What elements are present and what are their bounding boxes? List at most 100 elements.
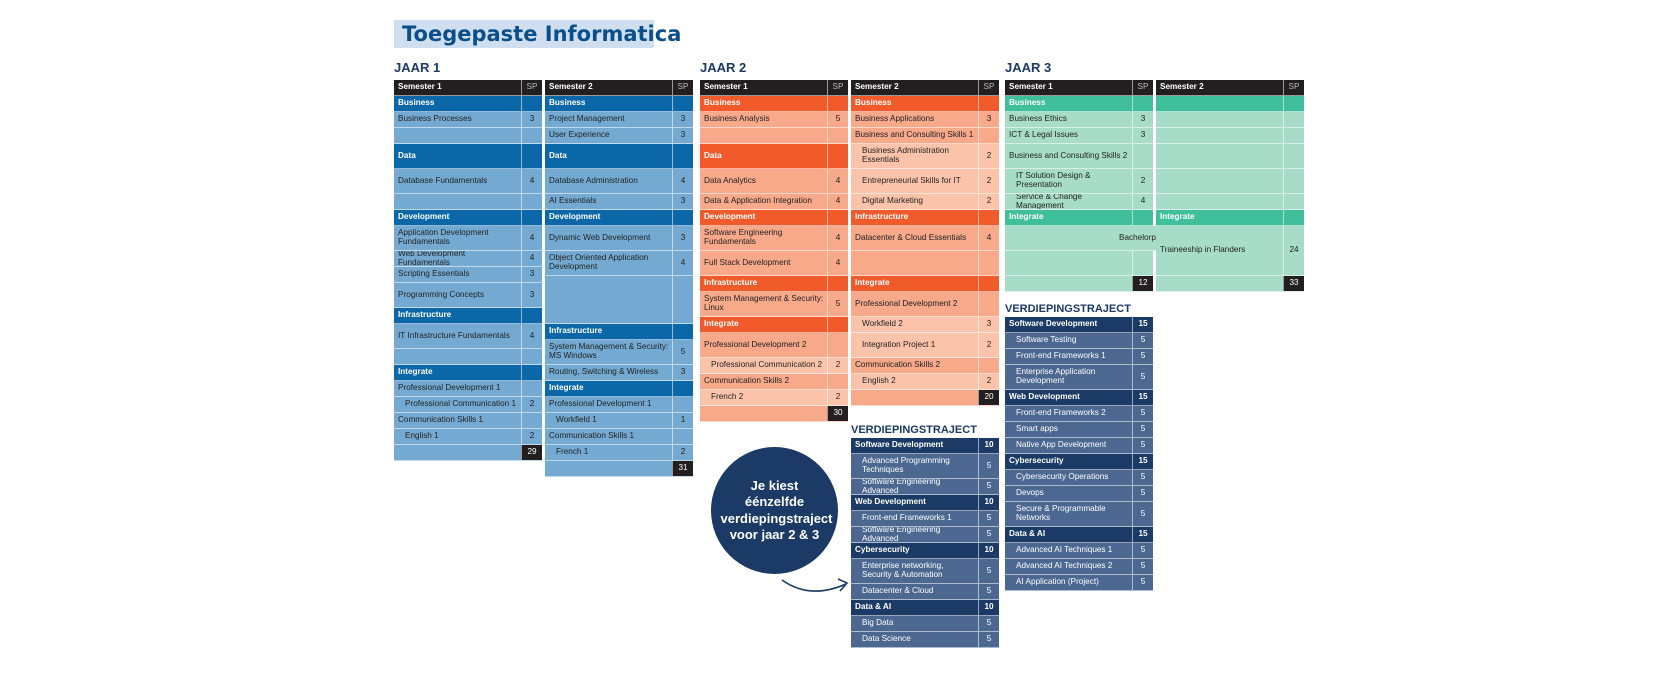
col2-label xyxy=(700,406,827,421)
col1-label: User Experience xyxy=(549,130,610,140)
col3-label: Digital Marketing xyxy=(862,196,923,206)
col4-course-business-and-consulting-skills-2: Business and Consulting Skills 2 xyxy=(1005,144,1153,169)
col2-course-data-application-integration: Data & Application Integration 4 xyxy=(700,194,848,210)
vt-j3-category-software-development: Software Development 15 xyxy=(1005,317,1153,333)
col0-course-empty xyxy=(394,194,542,210)
verdieping-j2-table: Software Development 10 Advanced Programmi… xyxy=(851,438,999,648)
col2-label: Integrate xyxy=(704,319,739,329)
col0-label: IT Infrastructure Fundamentals xyxy=(398,330,510,340)
col5-label xyxy=(1156,96,1283,111)
col3-sp-value: 2 xyxy=(978,144,999,168)
vt-j2-course-enterprise-networking-security-automation: Enterprise networking, Security & Automa… xyxy=(851,559,999,584)
vt-j3-sp-value: 5 xyxy=(1132,502,1153,526)
verdieping-j3-table: Software Development 15 Software Testing 5 F… xyxy=(1005,317,1153,591)
col1-sp-value: 3 xyxy=(672,194,693,209)
col3-course-business-and-consulting-skills-1: Business and Consulting Skills 1 xyxy=(851,128,999,144)
vt-j3-label: Native App Development xyxy=(1016,440,1107,450)
col5-header-semester-2: Semester 2 SP xyxy=(1156,80,1304,96)
vt-j2-sp-value: 10 xyxy=(978,600,999,615)
vt-j3-label: Secure & Programmable Networks xyxy=(1016,504,1106,522)
col1-label: Infrastructure xyxy=(549,326,603,336)
vt-j3-course-cybersecurity-operations: Cybersecurity Operations 5 xyxy=(1005,470,1153,486)
col3-label: Professional Development 2 xyxy=(855,298,958,308)
col5-course-empty xyxy=(1156,194,1304,210)
col2-label: Business xyxy=(704,98,741,108)
col1-course-object-oriented-application-development: Object Oriented Application Development 4 xyxy=(545,251,693,276)
col2-category-infrastructure: Infrastructure xyxy=(700,276,848,292)
vt-j2-course-datacenter-cloud: Datacenter & Cloud 5 xyxy=(851,584,999,600)
col3-sp-value xyxy=(978,276,999,291)
col4-label: Service & Change Management xyxy=(1016,194,1082,209)
col0-course-professional-development-1: Professional Development 1 xyxy=(394,381,542,397)
vt-j2-course-data-science: Data Science 5 xyxy=(851,632,999,648)
col3-category-business: Business xyxy=(851,96,999,112)
vt-j3-label: Cybersecurity Operations xyxy=(1016,472,1109,482)
col2-sp-value: 4 xyxy=(827,194,848,209)
vt-j3-label: Advanced AI Techniques 1 xyxy=(1016,545,1113,555)
col0-category-business: Business xyxy=(394,96,542,112)
verdieping-j2-title: VERDIEPINGSTRAJECT xyxy=(851,424,977,436)
col0-sp-value xyxy=(521,308,542,323)
col5-label xyxy=(1156,144,1283,168)
col4-sp-value xyxy=(1132,96,1153,111)
col1-sp-value xyxy=(672,324,693,339)
vt-j3-sp-value: 5 xyxy=(1132,422,1153,437)
col0-course-business-processes: Business Processes 3 xyxy=(394,112,542,128)
col2-label: Data & Application Integration xyxy=(704,196,812,206)
jaar3-s2-integrate-cat: Integrate xyxy=(1156,210,1304,226)
col2-course-system-management-security-linux: System Management & Security: Linux 5 xyxy=(700,292,848,317)
jaar1-semester2-table: Semester 2 SP Business Project Management 3 U… xyxy=(545,80,693,477)
col1-label xyxy=(545,276,672,323)
col1-category-integrate: Integrate xyxy=(545,381,693,397)
col1-sp-value: 3 xyxy=(672,226,693,250)
col3-sp-value: 2 xyxy=(978,374,999,389)
vt-j2-label: Big Data xyxy=(862,618,894,628)
col1-sp-value xyxy=(672,397,693,412)
col0-course-database-fundamentals: Database Fundamentals 4 xyxy=(394,169,542,194)
col2-sp-value: 5 xyxy=(827,112,848,127)
col2-course-empty xyxy=(700,128,848,144)
col0-category-data: Data xyxy=(394,144,542,169)
col4-label: Business Ethics xyxy=(1009,114,1067,124)
col0-label: Professional Communication 1 xyxy=(405,399,517,409)
col0-label xyxy=(394,128,521,143)
col2-category-data: Data xyxy=(700,144,848,169)
col1-category-development: Development xyxy=(545,210,693,226)
col2-sp-value xyxy=(827,128,848,143)
col2-course-data-analytics: Data Analytics 4 xyxy=(700,169,848,194)
title-box: Toegepaste Informatica xyxy=(394,20,681,48)
col1-course-dynamic-web-development: Dynamic Web Development 3 xyxy=(545,226,693,251)
col2-sp-value xyxy=(827,333,848,357)
col1-header-semester-2: Semester 2 SP xyxy=(545,80,693,96)
col2-label: Professional Development 2 xyxy=(704,339,807,349)
vt-j3-course-devops: Devops 5 xyxy=(1005,486,1153,502)
vt-j3-label: AI Application (Project) xyxy=(1016,577,1099,587)
vt-j2-sp-value: 5 xyxy=(978,584,999,599)
jaar2-semester1-table: Semester 1 SP Business Business Analysis 5 Da… xyxy=(700,80,848,422)
vt-j2-sp-value: 5 xyxy=(978,559,999,583)
jaar3-s1-integrate-cat: Integrate xyxy=(1005,210,1153,226)
col2-label: Software Engineering Fundamentals xyxy=(704,228,783,246)
jaar3-integrate-block: Integrate Integrate Bachelorproef 9 12 T… xyxy=(1005,210,1304,292)
jaar3-semester2-table: Semester 2 SP xyxy=(1156,80,1304,210)
vt-j3-sp-value: 15 xyxy=(1132,527,1153,542)
col0-sp-value: 4 xyxy=(521,169,542,193)
vt-j3-label: Data & AI xyxy=(1009,529,1046,539)
col2-sp-value: 4 xyxy=(827,251,848,275)
col2-sp-value xyxy=(827,210,848,225)
vt-j3-sp-value: 15 xyxy=(1132,390,1153,405)
col2-label: Full Stack Development xyxy=(704,257,791,267)
col0-label: Infrastructure xyxy=(398,310,452,320)
col0-category-development: Development xyxy=(394,210,542,226)
jaar2-semester2-table: Semester 2 SP Business Business Application… xyxy=(851,80,999,406)
col1-label: Business xyxy=(549,98,586,108)
col2-sp-value xyxy=(827,96,848,111)
col1-course-user-experience: User Experience 3 xyxy=(545,128,693,144)
col0-label: Integrate xyxy=(398,367,433,377)
col2-course-french-2: French 2 2 xyxy=(700,390,848,406)
vt-j3-course-native-app-development: Native App Development 5 xyxy=(1005,438,1153,454)
vt-j3-course-software-testing: Software Testing 5 xyxy=(1005,333,1153,349)
col1-label: Dynamic Web Development xyxy=(549,232,651,242)
col1-label: Integrate xyxy=(549,383,584,393)
vt-j3-sp-value: 5 xyxy=(1132,543,1153,558)
